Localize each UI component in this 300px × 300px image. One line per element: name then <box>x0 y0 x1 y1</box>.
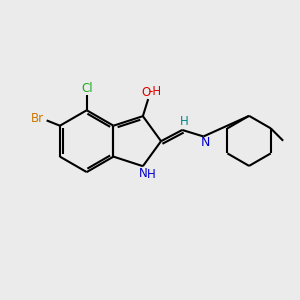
Text: -H: -H <box>148 85 161 98</box>
Text: N: N <box>139 167 148 180</box>
Text: H: H <box>180 115 189 128</box>
Text: O: O <box>141 86 150 99</box>
Text: H: H <box>147 168 155 181</box>
Text: N: N <box>201 136 210 149</box>
Text: Br: Br <box>31 112 44 125</box>
Text: Cl: Cl <box>81 82 92 95</box>
